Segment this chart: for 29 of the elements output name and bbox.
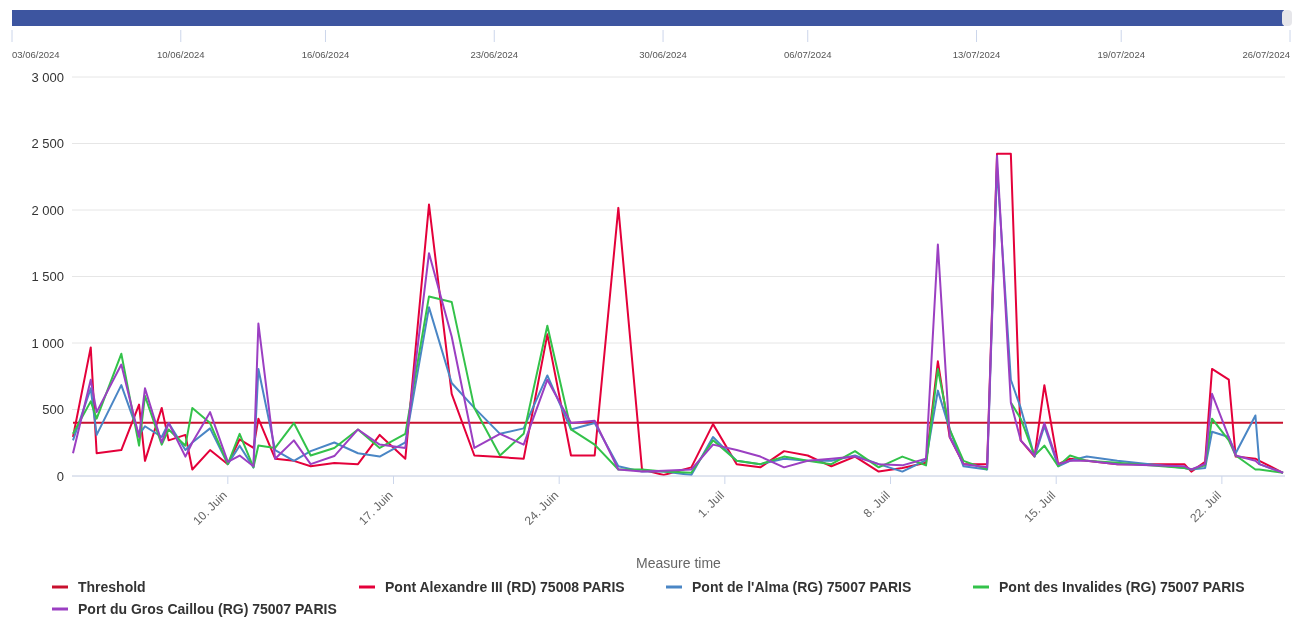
x2-tick-label: 16/06/2024	[301, 49, 350, 60]
x-tick-label: 17. Juin	[356, 488, 396, 528]
y-tick-label: 2 500	[31, 136, 64, 152]
y-tick-label: 3 000	[31, 69, 64, 85]
x2-tick-label: 19/07/2024	[1097, 49, 1145, 60]
y-tick-label: 1 500	[31, 269, 64, 285]
y-tick-label: 0	[56, 468, 64, 484]
x2-tick-label: 30/06/2024	[639, 49, 687, 60]
legend-label: Pont de l'Alma (RG) 75007 PARIS	[692, 579, 912, 595]
x2-tick-label: 03/06/2024	[12, 49, 60, 60]
x-tick-label: 8. Juil	[860, 488, 893, 521]
legend-label: Pont Alexandre III (RD) 75008 PARIS	[385, 579, 625, 595]
x-tick-label: 22. Juil	[1187, 488, 1225, 526]
x2-tick-label: 06/07/2024	[783, 49, 832, 60]
y-tick-label: 2 000	[31, 202, 64, 218]
x-tick-label: 1. Juil	[694, 488, 727, 521]
x2-tick-label: 13/07/2024	[952, 49, 1001, 60]
legend-label: Pont des Invalides (RG) 75007 PARIS	[999, 579, 1245, 595]
legend-label: Threshold	[78, 579, 146, 595]
x-tick-label: 24. Juin	[521, 488, 562, 528]
x2-tick-label: 10/06/2024	[157, 49, 205, 60]
y-tick-label: 1 000	[31, 335, 64, 351]
x-tick-label: 10. Juin	[190, 488, 230, 528]
legend-label: Port du Gros Caillou (RG) 75007 PARIS	[78, 601, 337, 617]
x-axis-title: Measure time	[636, 555, 722, 571]
y-tick-label: 500	[42, 402, 64, 418]
x2-tick-label: 23/06/2024	[470, 49, 519, 60]
x2-tick-label: 26/07/2024	[1242, 49, 1290, 60]
x-tick-label: 15. Juil	[1021, 488, 1059, 526]
